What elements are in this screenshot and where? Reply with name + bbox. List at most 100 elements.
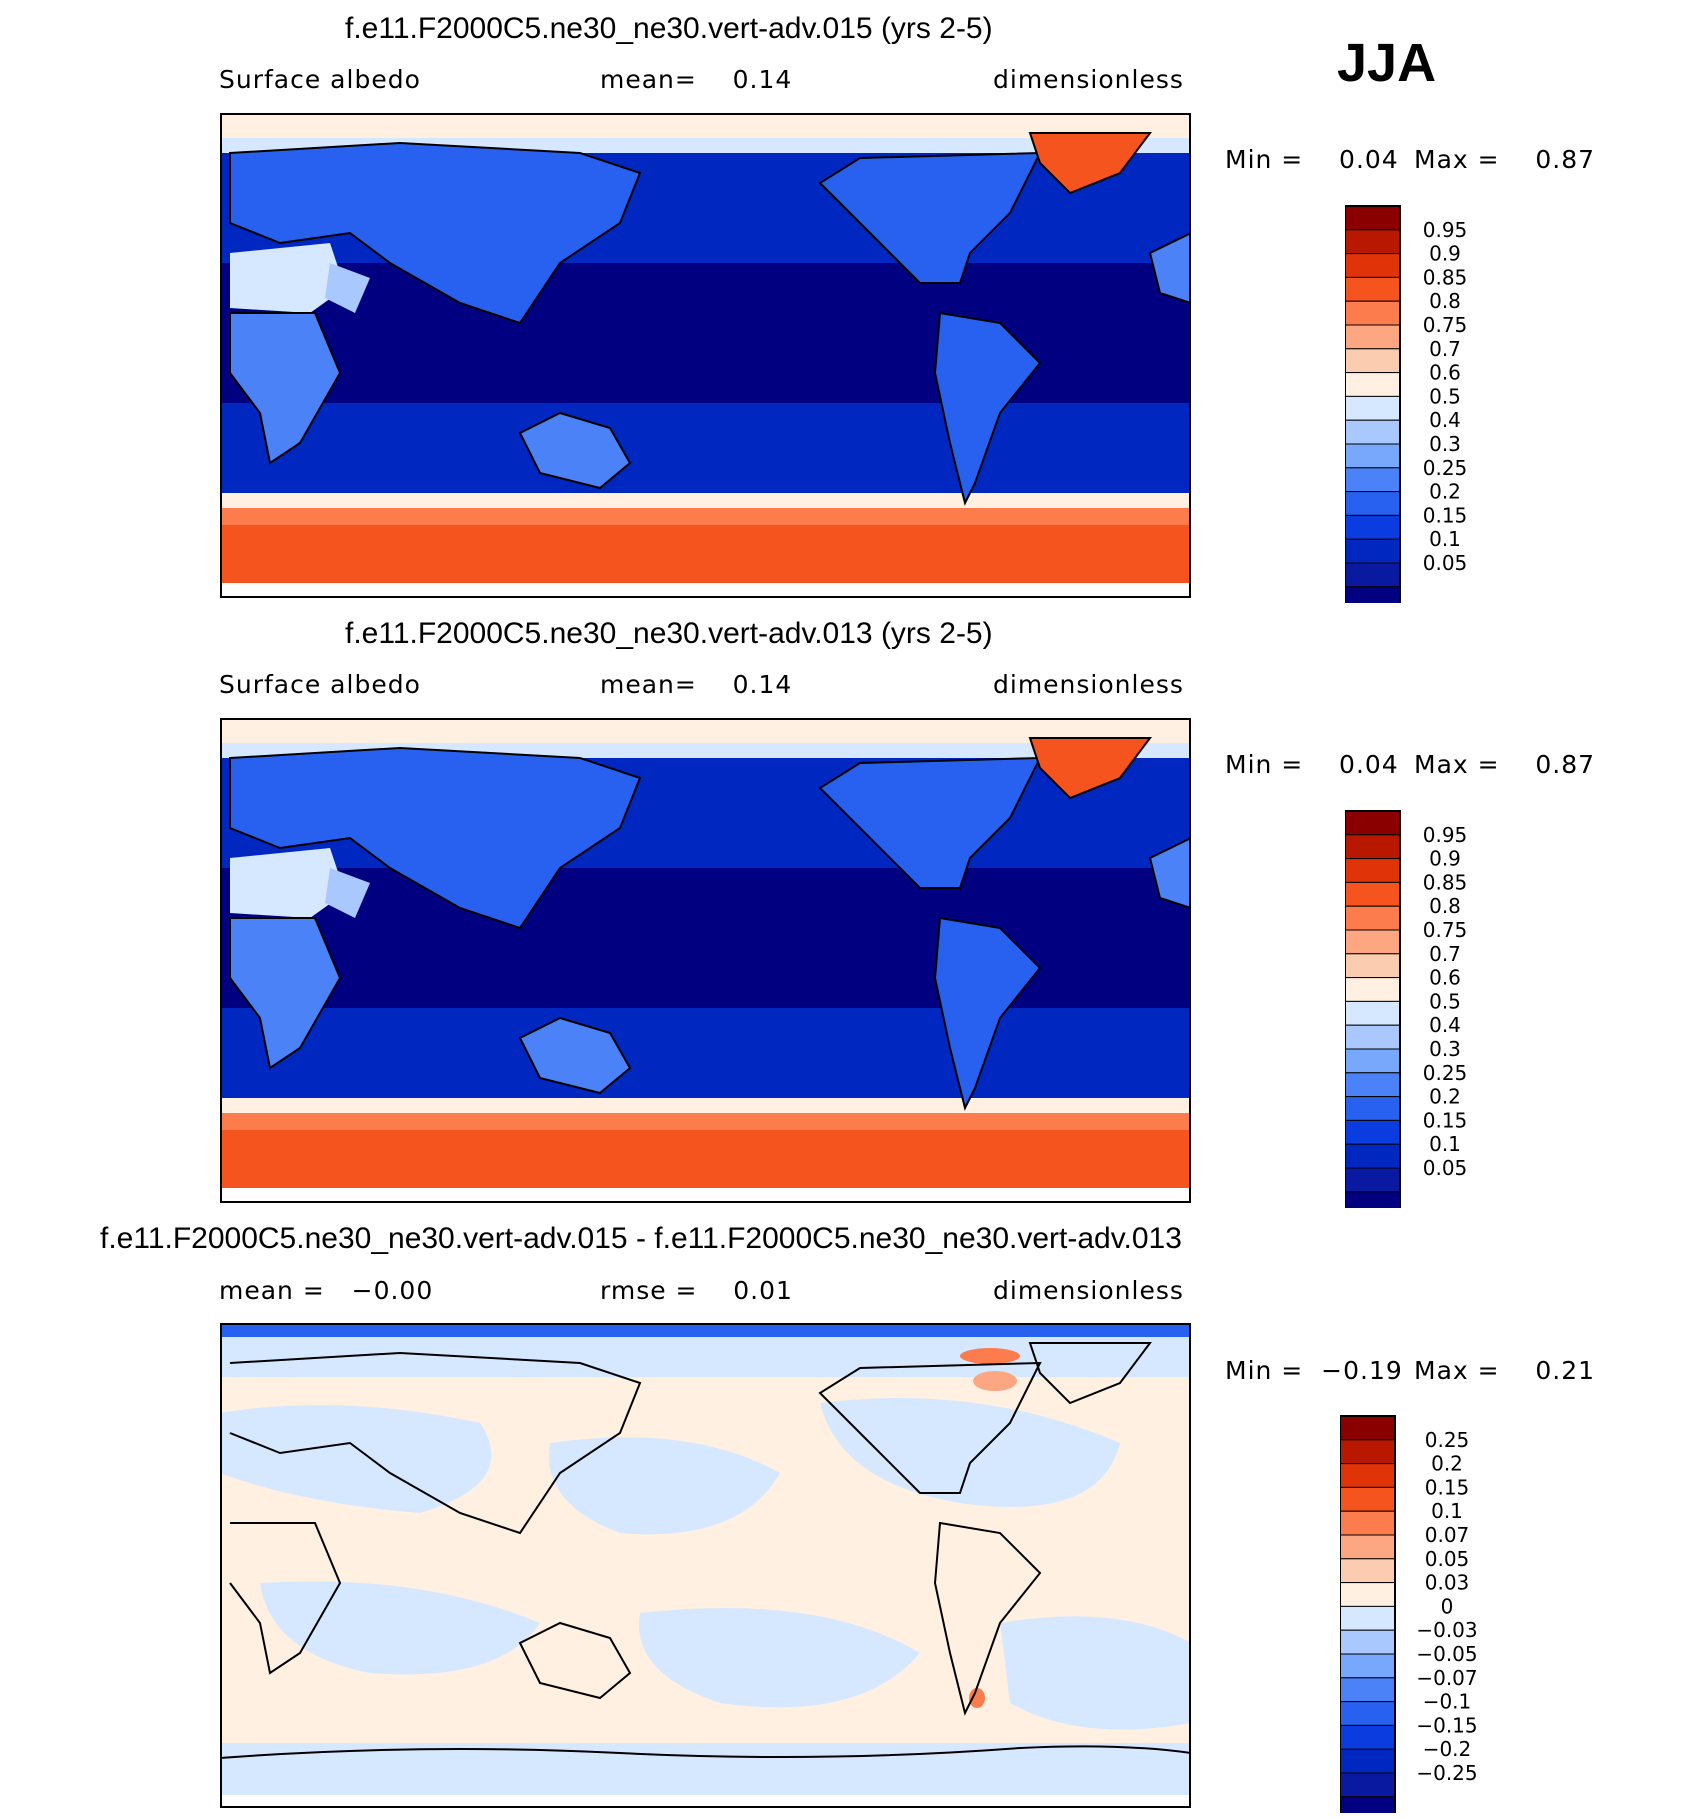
colorbar-tick-label: 0.05 <box>1423 1156 1468 1180</box>
greenland-coastline <box>1028 1342 1152 1405</box>
colorbar-tick-label: 0.1 <box>1429 527 1461 551</box>
colorbar-tick-label: −0.07 <box>1416 1666 1477 1690</box>
north-america <box>818 151 1042 284</box>
colorbar-tick-label: 0.05 <box>1423 551 1468 575</box>
colorbar-tick-label: 0.7 <box>1429 337 1461 361</box>
colorbar-box <box>1345 1143 1401 1169</box>
colorbar-tick-label: 0.2 <box>1431 1452 1463 1476</box>
colorbar-box <box>1345 977 1401 1002</box>
colorbar-box <box>1345 1048 1401 1074</box>
colorbar-box <box>1345 229 1401 255</box>
colorbar-tick-label: −0.25 <box>1416 1761 1477 1785</box>
colorbar-box <box>1345 467 1401 493</box>
panel-2-units-label: dimensionless <box>993 670 1184 699</box>
colorbar-tick-label: −0.1 <box>1423 1690 1472 1714</box>
arabia <box>325 263 370 313</box>
colorbar-box <box>1345 276 1401 302</box>
panel-1-frame <box>220 113 1191 598</box>
colorbar-box <box>1345 858 1401 883</box>
colorbar-tick-label: 0.15 <box>1425 1475 1470 1499</box>
tropical-ocean-band <box>220 263 1191 403</box>
canada-positive-patch <box>973 1371 1017 1391</box>
colorbar-box <box>1345 834 1401 860</box>
greenland <box>1028 737 1152 800</box>
colorbar-box <box>1340 1558 1396 1584</box>
north-america <box>818 756 1042 889</box>
colorbar-box <box>1340 1629 1396 1655</box>
greenland-positive-patch <box>960 1348 1020 1364</box>
panel-3-colorbar: 0.250.20.150.10.070.050.030−0.03−0.05−0.… <box>1340 1415 1478 1813</box>
colorbar-tick-label: −0.15 <box>1416 1713 1477 1737</box>
south-america <box>933 311 1042 506</box>
colorbar-outline <box>1345 205 1401 603</box>
panel-1-units-label: dimensionless <box>993 65 1184 94</box>
colorbar-box <box>1345 1096 1401 1121</box>
colorbar-box <box>1340 1653 1396 1679</box>
sahara <box>230 243 345 313</box>
colorbar-tick-label: 0.07 <box>1425 1523 1470 1547</box>
colorbar-box <box>1340 1510 1396 1536</box>
south-pole-gap <box>220 1188 1191 1203</box>
antarctic-sea-ice <box>220 508 1191 528</box>
greenland <box>1028 132 1152 195</box>
colorbar-box <box>1345 586 1401 603</box>
antarctic-light-band <box>220 1743 1191 1798</box>
colorbar-box <box>1340 1748 1396 1774</box>
colorbar-tick-label: 0.05 <box>1425 1547 1470 1571</box>
panel-1-min-text: Min = 0.04 <box>1225 145 1399 174</box>
colorbar-box <box>1345 1024 1401 1050</box>
andes-positive-patch <box>969 1688 985 1708</box>
panel-2-variable-label: Surface albedo <box>219 670 421 699</box>
colorbar-box <box>1345 419 1401 445</box>
colorbar-box <box>1345 253 1401 278</box>
colorbar-tick-label: 0.03 <box>1425 1571 1470 1595</box>
colorbar-tick-label: 0.85 <box>1423 870 1468 894</box>
colorbar-box <box>1345 372 1401 397</box>
colorbar-box <box>1345 905 1401 931</box>
colorbar-tick-label: −0.2 <box>1423 1737 1472 1761</box>
colorbar-tick-label: 0.1 <box>1431 1499 1463 1523</box>
colorbar-box <box>1340 1701 1396 1726</box>
panel-3-title: f.e11.F2000C5.ne30_ne30.vert-adv.015 - f… <box>100 1222 1182 1255</box>
panel-1-variable-label: Surface albedo <box>219 65 421 94</box>
antarctic-sea-ice <box>220 1113 1191 1133</box>
colorbar-tick-label: 0.9 <box>1429 847 1461 871</box>
antarctica <box>220 525 1191 585</box>
panel-1-map <box>220 113 1191 598</box>
panel-3-max-text: Max = 0.21 <box>1414 1356 1596 1385</box>
eurasia-coastline <box>229 1351 642 1535</box>
colorbar-tick-label: 0.5 <box>1429 989 1461 1013</box>
sahara <box>230 848 345 918</box>
colorbar-box <box>1345 514 1401 540</box>
negative-patch-5 <box>639 1608 920 1708</box>
colorbar-box <box>1340 1415 1396 1441</box>
south-pole-gap <box>220 1795 1191 1808</box>
colorbar-box <box>1345 929 1401 955</box>
negative-patch-3 <box>820 1398 1120 1507</box>
colorbar-tick-label: 0.7 <box>1429 942 1461 966</box>
australia <box>518 1016 632 1095</box>
eurasia <box>229 746 642 930</box>
colorbar-box <box>1345 1000 1401 1026</box>
colorbar-box <box>1345 395 1401 421</box>
australia-coastline <box>518 1621 632 1700</box>
colorbar-outline <box>1345 810 1401 1208</box>
colorbar-box <box>1340 1724 1396 1750</box>
panel-3-mean-label: mean = −0.00 <box>219 1276 434 1305</box>
colorbar-box <box>1345 810 1401 836</box>
colorbar-box <box>1345 953 1401 979</box>
negative-patch-2 <box>548 1437 780 1535</box>
colorbar-tick-label: 0.8 <box>1429 289 1461 313</box>
colorbar-tick-label: 0.6 <box>1429 361 1461 385</box>
colorbar-tick-label: 0.25 <box>1425 1428 1470 1452</box>
colorbar-box <box>1345 1191 1401 1208</box>
panel-2-min-text: Min = 0.04 <box>1225 750 1399 779</box>
colorbar-tick-label: 0.6 <box>1429 966 1461 990</box>
negative-patch-1 <box>220 1405 492 1513</box>
colorbar-tick-label: 0.5 <box>1429 384 1461 408</box>
panel-2-frame <box>220 718 1191 1203</box>
colorbar-tick-label: 0.4 <box>1429 408 1461 432</box>
colorbar-tick-label: 0.25 <box>1423 1061 1468 1085</box>
panel-1-title: f.e11.F2000C5.ne30_ne30.vert-adv.015 (yr… <box>345 12 993 45</box>
colorbar-tick-label: 0.85 <box>1423 265 1468 289</box>
